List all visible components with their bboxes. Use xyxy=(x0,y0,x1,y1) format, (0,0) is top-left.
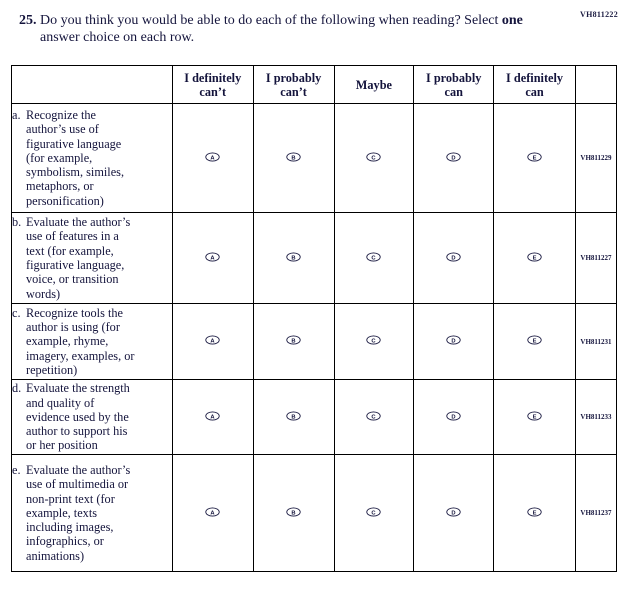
svg-text:D: D xyxy=(452,414,456,420)
svg-text:D: D xyxy=(452,510,456,516)
svg-text:D: D xyxy=(452,155,456,161)
svg-text:D: D xyxy=(452,255,456,261)
svg-text:E: E xyxy=(533,255,537,261)
svg-text:E: E xyxy=(533,510,537,516)
svg-text:B: B xyxy=(291,255,295,261)
svg-text:B: B xyxy=(291,338,295,344)
svg-text:D: D xyxy=(452,338,456,344)
svg-text:B: B xyxy=(291,414,295,420)
svg-text:B: B xyxy=(291,510,295,516)
svg-text:E: E xyxy=(533,338,537,344)
svg-text:E: E xyxy=(533,155,537,161)
svg-text:B: B xyxy=(291,155,295,161)
svg-text:E: E xyxy=(533,414,537,420)
